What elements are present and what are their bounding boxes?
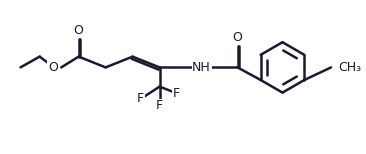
Text: F: F — [137, 92, 144, 105]
Text: O: O — [48, 61, 58, 74]
Text: F: F — [156, 99, 163, 112]
Text: O: O — [232, 31, 242, 44]
Text: NH: NH — [192, 61, 211, 74]
Text: F: F — [173, 87, 180, 100]
Text: CH₃: CH₃ — [338, 61, 361, 74]
Text: O: O — [74, 24, 83, 37]
